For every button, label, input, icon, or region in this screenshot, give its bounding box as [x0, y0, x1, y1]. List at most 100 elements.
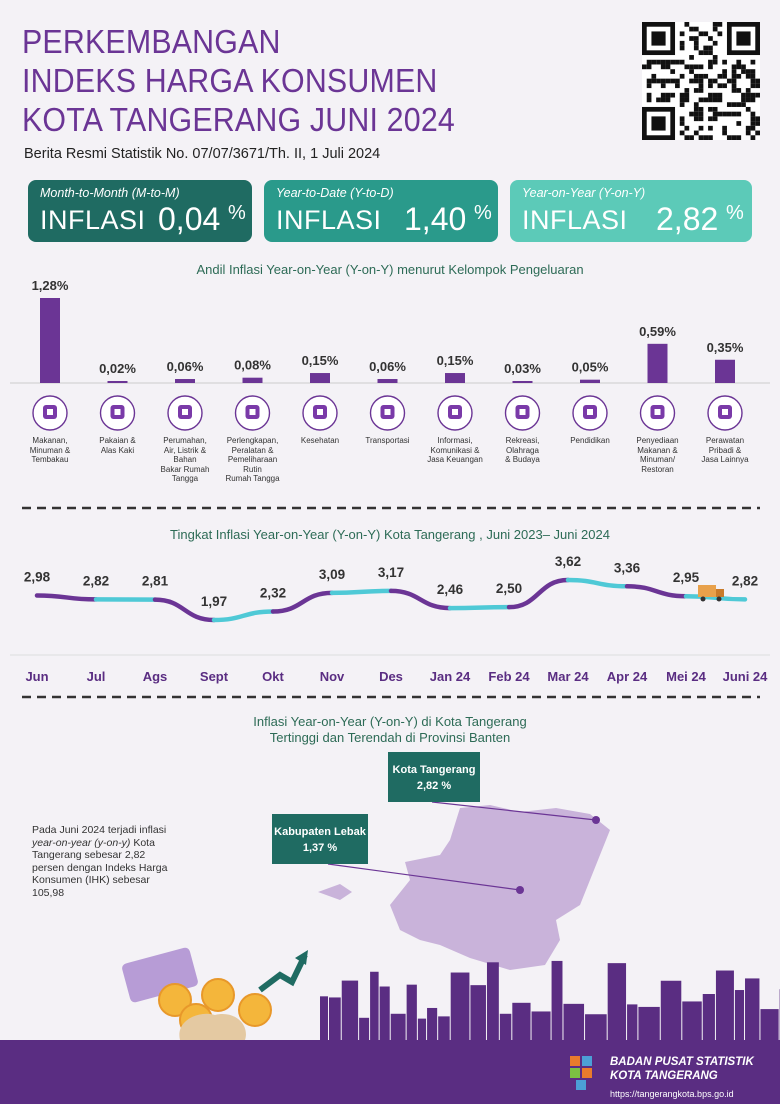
bar-value-label: 0,59% — [639, 324, 676, 339]
category-label: Pendidikan — [570, 436, 610, 445]
page-title: PERKEMBANGAN INDEKS HARGA KONSUMEN KOTA … — [22, 22, 582, 139]
category-label: Kesehatan — [300, 436, 340, 445]
bar-4 — [310, 373, 330, 383]
city-skyline — [320, 960, 780, 1040]
line-segment — [329, 588, 394, 596]
category-label: Makanan, Minuman & Tembakau — [29, 436, 71, 464]
callout-name: Kabupaten Lebak — [274, 826, 366, 838]
line-value-label: 3,62 — [555, 554, 581, 569]
money-coins-illustration — [122, 947, 308, 1040]
line-value-label: 2,46 — [437, 582, 464, 597]
bar-1 — [107, 381, 128, 383]
bar-chart-title: Andil Inflasi Year-on-Year (Y-on-Y) menu… — [196, 262, 584, 277]
para-text: Kota Tangerang sebesar 2,82 persen denga… — [32, 836, 168, 899]
category-label: Penyediaan Makanan & Minuman/Restoran — [636, 436, 679, 474]
line-value-label: 3,36 — [614, 560, 641, 575]
card-mtm: Month-to-Month (M-to-M) INFLASI 0,04 % — [28, 180, 252, 242]
month-label: Apr 24 — [607, 669, 648, 684]
month-label: Jun — [25, 669, 48, 684]
line-value-label: 3,09 — [319, 567, 345, 582]
map-title: Inflasi Year-on-Year (Y-on-Y) di Kota Ta… — [240, 714, 540, 746]
para-text: Pada Juni 2024 terjadi inflasi — [32, 824, 167, 836]
month-label: Nov — [320, 669, 345, 684]
bar-value-label: 0,06% — [369, 359, 406, 374]
para-italic: year-on-year (y-on-y) — [32, 836, 131, 849]
month-label: Juni 24 — [723, 669, 769, 684]
bar-7 — [512, 381, 533, 383]
line-segment — [447, 604, 512, 611]
month-label: Mei 24 — [666, 669, 707, 684]
title-line: PERKEMBANGAN — [22, 23, 281, 60]
line-segment — [624, 584, 689, 599]
bar-value-label: 0,35% — [707, 340, 744, 355]
callout-value: 2,82 % — [416, 780, 452, 792]
line-segment — [683, 593, 748, 602]
card-word: INFLASI — [40, 205, 146, 235]
bar-2 — [175, 379, 195, 383]
category-label: Informasi, Komunikasi & Jasa Keuangan — [427, 436, 483, 464]
bar-6 — [445, 373, 465, 383]
callout-name: Kota Tangerang — [392, 764, 476, 776]
bar-10 — [715, 359, 735, 383]
card-label: Year-on-Year (Y-on-Y) — [522, 186, 646, 200]
month-label: Des — [379, 669, 403, 684]
line-value-label: 2,98 — [24, 570, 51, 585]
card-percent: % — [228, 202, 246, 224]
bar-value-label: 0,03% — [504, 361, 541, 376]
line-segment — [506, 577, 571, 610]
card-percent: % — [726, 202, 744, 224]
bar-value-label: 0,08% — [234, 358, 271, 373]
bar-value-label: 0,15% — [302, 353, 339, 368]
bar-value-label: 0,15% — [437, 353, 474, 368]
summary-paragraph: Pada Juni 2024 terjadi inflasi year-on-y… — [32, 824, 172, 899]
month-label: Okt — [262, 669, 284, 684]
point-highest — [592, 816, 600, 824]
qr-code[interactable] — [642, 22, 760, 140]
org-url[interactable]: https://tangerangkota.bps.go.id — [610, 1089, 734, 1099]
month-label: Sept — [200, 669, 229, 684]
bar-value-label: 0,05% — [572, 360, 609, 375]
callout-lowest: Kabupaten Lebak 1,37 % — [272, 814, 368, 864]
point-lowest — [516, 886, 524, 894]
category-label: Transportasi — [365, 436, 410, 445]
card-value: 0,04 — [158, 201, 221, 237]
bar-0 — [40, 298, 60, 383]
map-title-line: Tertinggi dan Terendah di Provinsi Bante… — [269, 730, 511, 745]
card-ytd: Year-to-Date (Y-to-D) INFLASI 1,40 % — [264, 180, 498, 242]
card-value: 1,40 — [404, 201, 467, 237]
month-label: Ags — [143, 669, 168, 684]
bar-3 — [242, 377, 263, 383]
bar-value-label: 0,02% — [99, 361, 136, 376]
bar-chart: 1,28% 0,02% 0,06% 0,08% 0,15% 0,06% 0,15% 0,03%… — [10, 278, 770, 431]
callout-highest: Kota Tangerang 2,82 % — [388, 752, 480, 802]
line-segment — [211, 609, 276, 623]
bps-logo-icon — [570, 1056, 592, 1090]
bar-value-label: 1,28% — [32, 278, 69, 293]
truck-icon — [698, 585, 724, 602]
bar-value-label: 0,06% — [167, 359, 204, 374]
footer-bar — [0, 1040, 780, 1104]
line-segment — [388, 588, 453, 611]
month-label: Jul — [87, 669, 106, 684]
title-line: KOTA TANGERANG JUNI 2024 — [22, 101, 455, 138]
category-label: Pakaian & Alas Kaki — [99, 436, 136, 455]
month-label: Jan 24 — [430, 669, 471, 684]
map-title-line: Inflasi Year-on-Year (Y-on-Y) di Kota Ta… — [253, 714, 527, 729]
card-value: 2,82 — [656, 201, 719, 237]
line-value-label: 1,97 — [201, 594, 227, 609]
card-word: INFLASI — [276, 205, 382, 235]
line-value-label: 3,17 — [378, 565, 404, 580]
org-line2: KOTA TANGERANG — [610, 1070, 718, 1082]
bar-5 — [377, 379, 398, 383]
month-label: Mar 24 — [547, 669, 589, 684]
line-value-label: 2,32 — [260, 586, 286, 601]
line-segment — [270, 590, 335, 614]
card-yoy: Year-on-Year (Y-on-Y) INFLASI 2,82 % — [510, 180, 752, 242]
decorations — [10, 506, 780, 1040]
month-label: Feb 24 — [488, 669, 530, 684]
org-name: BADAN PUSAT STATISTIK KOTA TANGERANG — [610, 1055, 754, 1083]
subtitle: Berita Resmi Statistik No. 07/07/3671/Th… — [24, 146, 381, 162]
category-label: Perawatan Pribadi & Jasa Lainnya — [701, 436, 749, 464]
line-value-label: 2,95 — [673, 570, 700, 585]
